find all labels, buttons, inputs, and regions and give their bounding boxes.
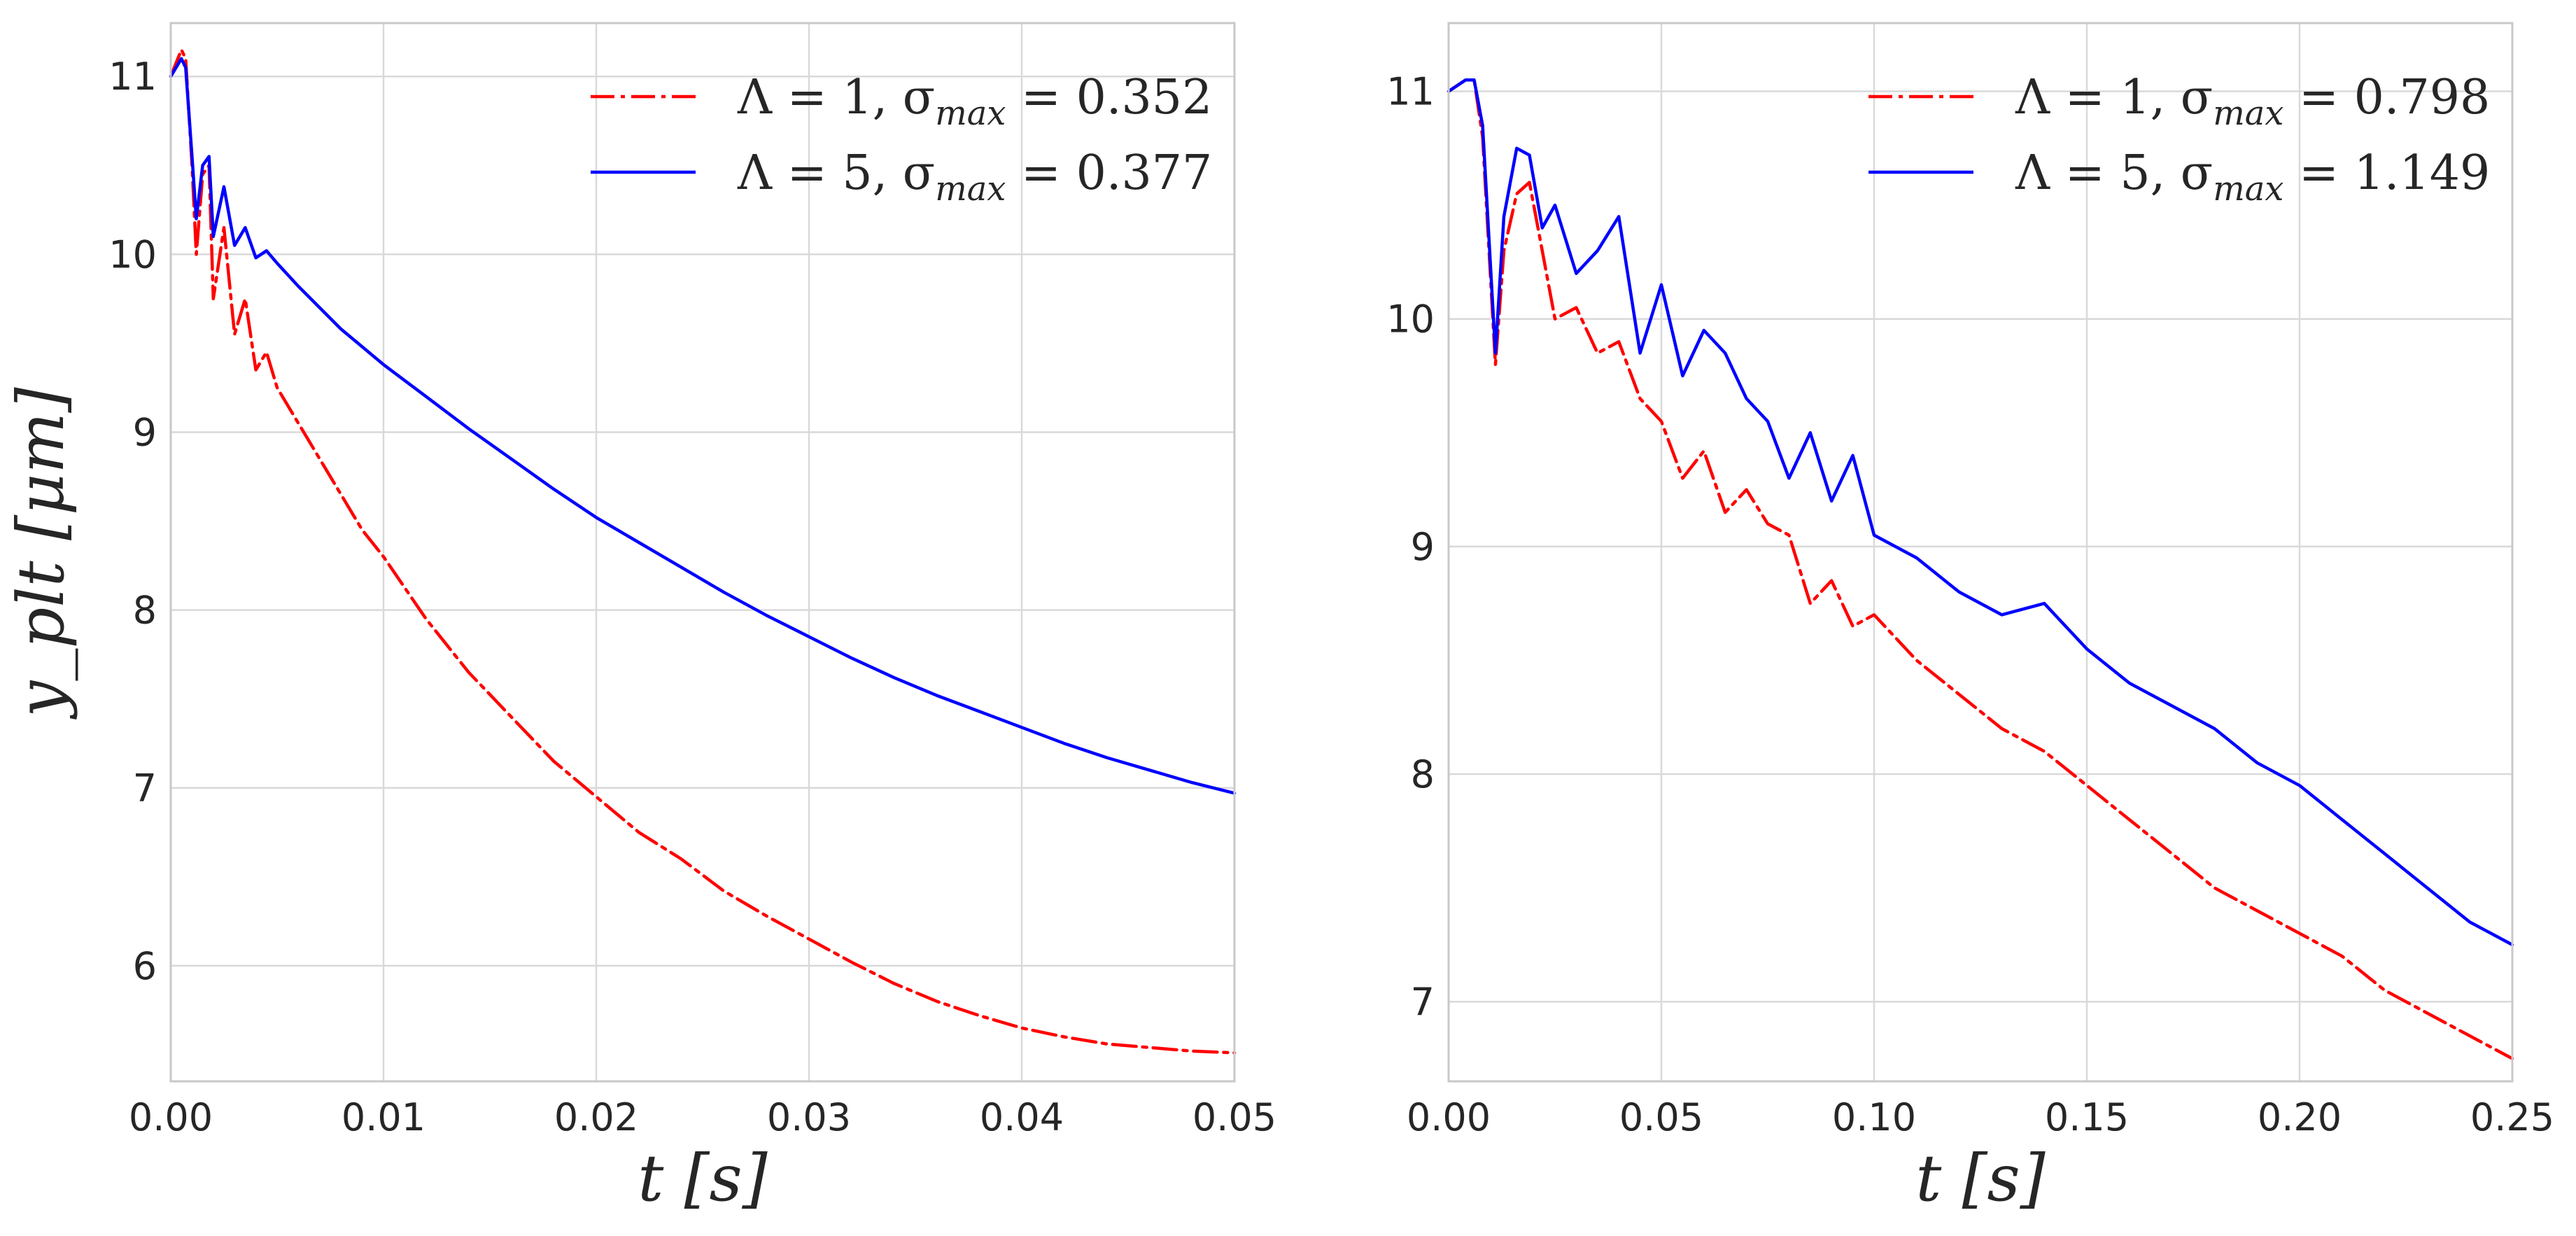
legend-entry-1: Λ = 1, σmax = 0.798 (2015, 70, 2490, 133)
y-tick-label: 9 (1411, 525, 1435, 569)
y-ticks-right: 7 8 9 10 11 (1386, 70, 1435, 1025)
legend-entry-sub: max (935, 94, 1006, 133)
series-line-right-2 (1447, 78, 2514, 947)
x-tick-label: 0.15 (2045, 1095, 2129, 1139)
legend-entry-1: Λ = 1, σmax = 0.352 (737, 70, 1212, 133)
y-tick-label: 7 (133, 766, 157, 810)
legend-entry-2: Λ = 5, σmax = 0.377 (737, 146, 1212, 209)
x-axis-label-left: t [s] (638, 1141, 767, 1216)
x-tick-label: 0.00 (1407, 1095, 1491, 1139)
legend-entry-value: = 0.352 (1006, 70, 1212, 125)
series-group-left (169, 48, 1237, 1055)
plot-frame-right (1447, 22, 2514, 1083)
y-tick-label: 11 (1386, 70, 1435, 114)
x-tick-label: 0.05 (1192, 1095, 1276, 1139)
legend-entry-sub: max (2213, 169, 2283, 209)
x-tick-label: 0.05 (1619, 1095, 1703, 1139)
x-tick-label: 0.02 (554, 1095, 638, 1139)
y-tick-label: 11 (108, 55, 157, 99)
legend-entry-sub: max (2213, 94, 2283, 133)
x-tick-label: 0.03 (767, 1095, 851, 1139)
legend-entry-value: = 1.149 (2283, 146, 2490, 201)
y-tick-label: 10 (108, 232, 157, 276)
x-ticks-left: 0.00 0.01 0.02 0.03 0.04 0.05 (129, 1095, 1276, 1139)
y-axis-label-left-text: y_plt [μm] (3, 387, 78, 719)
y-ticks-left: 6 7 8 9 10 11 (108, 55, 157, 988)
x-tick-label: 0.04 (980, 1095, 1064, 1139)
x-tick-label: 0.01 (342, 1095, 425, 1139)
x-tick-label: 0.20 (2258, 1095, 2342, 1139)
series-line-left-2 (169, 57, 1237, 795)
legend-entry-base: Λ = 5, σ (737, 146, 935, 201)
legend-entry-value: = 0.798 (2283, 70, 2490, 125)
x-axis-label-right-text: t [s] (1915, 1141, 2045, 1216)
y-tick-label: 9 (133, 410, 157, 454)
y-tick-label: 7 (1411, 980, 1435, 1024)
x-tick-label: 0.25 (2470, 1095, 2554, 1139)
series-line-right-1 (1447, 78, 2514, 1060)
y-tick-label: 8 (133, 589, 157, 633)
legend-entry-base: Λ = 1, σ (2015, 70, 2213, 125)
y-tick-label: 6 (133, 944, 157, 988)
legend-entry-2: Λ = 5, σmax = 1.149 (2015, 146, 2490, 209)
plot-frame-left (169, 22, 1236, 1083)
x-tick-label: 0.00 (129, 1095, 213, 1139)
x-axis-label-left-text: t [s] (638, 1141, 767, 1216)
y-tick-label: 10 (1386, 297, 1435, 342)
series-group-right (1447, 78, 2514, 1060)
legend-entry-sub: max (935, 169, 1006, 209)
y-axis-label-left: y_plt [μm] (3, 387, 78, 719)
x-tick-label: 0.10 (1832, 1095, 1916, 1139)
x-ticks-right: 0.00 0.05 0.10 0.15 0.20 0.25 (1407, 1095, 2554, 1139)
legend-entry-value: = 0.377 (1006, 146, 1212, 201)
y-tick-label: 8 (1411, 752, 1435, 796)
legend-entry-base: Λ = 1, σ (737, 70, 935, 125)
legend-entry-base: Λ = 5, σ (2015, 146, 2213, 201)
x-axis-label-right: t [s] (1915, 1141, 2045, 1216)
chart-right: 0.00 0.05 0.10 0.15 0.20 0.25 7 8 9 10 11 t [s] Λ… (1386, 22, 2554, 1216)
